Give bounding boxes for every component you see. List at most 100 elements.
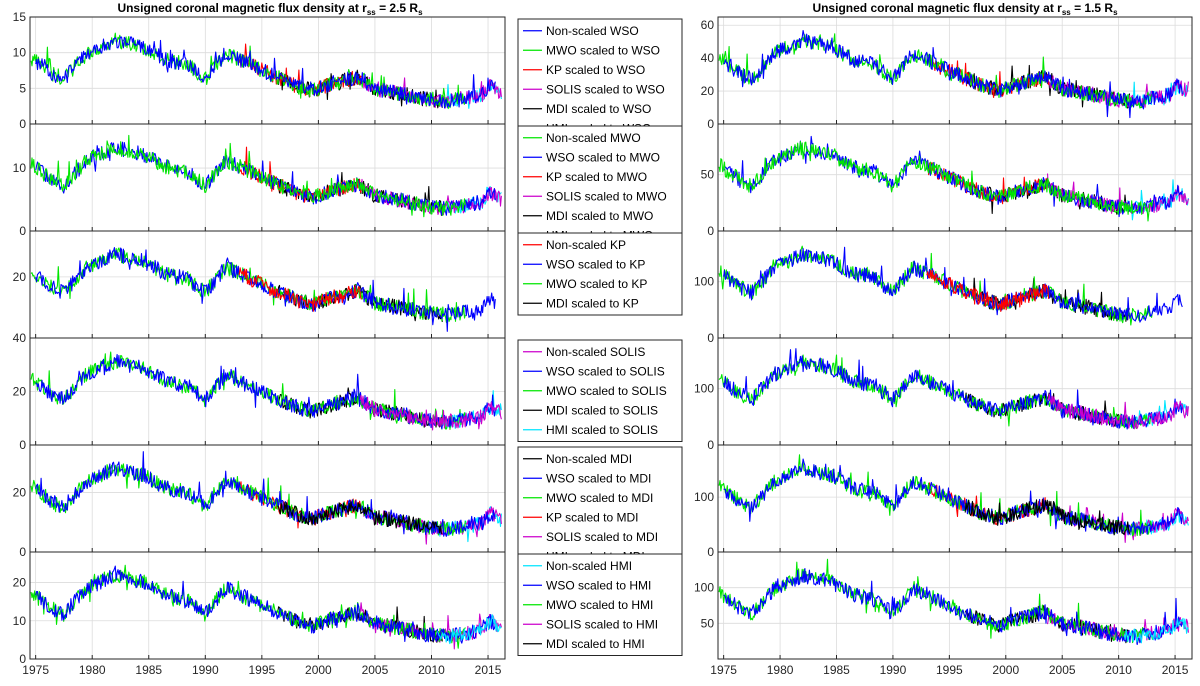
x-tick-label: 1975 [22, 663, 49, 677]
axes-left-wso: 0 5 10 15 [13, 10, 506, 131]
axes-frame [29, 551, 506, 660]
x-tick-label: 1975 [710, 663, 737, 677]
x-tick-label: 1990 [880, 663, 907, 677]
x-tick-label: 2015 [1162, 663, 1189, 677]
series-wso-left [35, 354, 496, 430]
legend-entry: SOLIS scaled to MWO [546, 189, 667, 203]
axes-left-solis: 0 20 40 [13, 331, 506, 452]
legend-entry: SOLIS scaled to MDI [546, 530, 658, 544]
series-wso-left [35, 247, 496, 332]
y-tick-label: 100 [694, 490, 714, 504]
legend-entry: MWO scaled to SOLIS [546, 384, 667, 398]
y-tick-label: 50 [701, 616, 715, 630]
y-tick-label: 0 [19, 545, 26, 559]
series-solis-right [1046, 75, 1189, 109]
series-hmi-right [1123, 617, 1189, 644]
x-tick-label: 2000 [305, 663, 332, 677]
y-tick-label: 0 [707, 438, 714, 452]
series-kp-left [238, 267, 362, 312]
legend-box [517, 18, 683, 141]
x-tick-label: 1990 [192, 663, 219, 677]
axes-right-hmi: 50 100 1975 1980 1985 1990 1995 2000 2005 2010 201… [694, 551, 1193, 677]
legend-entry: MWO scaled to WSO [546, 43, 660, 57]
y-tick-label: 100 [694, 382, 714, 396]
y-tick-label: 0 [707, 117, 714, 131]
x-tick-label: 2015 [475, 663, 502, 677]
y-tick-label: 5 [19, 81, 26, 95]
series-wso-right [723, 348, 1183, 430]
series-kp-right [926, 269, 1050, 312]
y-tick-label: 0 [707, 545, 714, 559]
y-tick-label: 40 [13, 331, 27, 345]
legend-kp: Non-scaled KP WSO scaled to KP MWO scaled … [517, 232, 683, 316]
x-tick-label: 1980 [767, 663, 794, 677]
y-tick-label: 20 [13, 576, 27, 590]
legend-entry: SOLIS scaled to WSO [546, 82, 665, 96]
y-tick-label: 20 [13, 270, 27, 284]
series-wso-left [35, 451, 496, 537]
legend-entry: KP scaled to MWO [546, 170, 647, 184]
legend-entry: Non-scaled WSO [546, 24, 639, 38]
legend-box [517, 553, 683, 656]
series-mdi-left [277, 501, 443, 535]
x-tick-label: 2005 [1049, 663, 1076, 677]
y-tick-label: 0 [707, 224, 714, 238]
legend-entry: Non-scaled MDI [546, 452, 632, 466]
left-panel-title: Unsigned coronal magnetic flux density a… [117, 1, 423, 17]
series-mwo-left [30, 564, 466, 649]
legend-wso: Non-scaled WSO MWO scaled to WSO KP scaled… [517, 18, 683, 141]
series-mwo-right [718, 245, 1154, 326]
legend-entry: MWO scaled to HMI [546, 598, 653, 612]
axes-right-kp: 0 100 [694, 230, 1193, 345]
legend-entry: MDI scaled to SOLIS [546, 403, 658, 417]
axes-right-solis: 0 100 [694, 337, 1193, 452]
legend-entry: WSO scaled to HMI [546, 578, 651, 592]
series-mwo-right [718, 354, 1153, 429]
y-tick-label: 40 [701, 51, 715, 65]
y-tick-label: 0 [19, 652, 26, 666]
legend-entry: KP scaled to MDI [546, 510, 638, 524]
y-tick-label: 0 [19, 117, 26, 131]
legend-box [517, 446, 683, 569]
legend-entry: WSO scaled to MWO [546, 150, 660, 164]
y-tick-label: 50 [701, 168, 715, 182]
series-wso-right [723, 568, 1183, 646]
x-tick-label: 1985 [135, 663, 162, 677]
y-tick-label: 100 [694, 581, 714, 595]
series-mwo-left [30, 351, 466, 430]
axes-frame [29, 230, 506, 339]
legend-entry: MWO scaled to KP [546, 277, 647, 291]
series-mwo-right [718, 558, 1154, 644]
x-tick-label: 2000 [992, 663, 1019, 677]
x-tick-label: 2010 [1105, 663, 1132, 677]
legend-entry: Non-scaled KP [546, 238, 626, 252]
y-tick-label: 20 [13, 486, 27, 500]
axes-left-hmi: 0 10 20 1975 1980 1985 1990 1995 2000 2005 2010 201… [13, 551, 506, 677]
x-tick-label: 2010 [418, 663, 445, 677]
axes-left-kp: 20 [13, 230, 506, 339]
y-tick-label: 10 [13, 161, 27, 175]
series-hmi-left [436, 81, 502, 109]
y-tick-label: 10 [13, 614, 27, 628]
series-mwo-right [718, 33, 1153, 109]
legend-box [517, 125, 683, 248]
axes-left-mdi: 0 20 [13, 444, 506, 559]
y-tick-label: 10 [13, 46, 27, 60]
y-tick-label: 20 [701, 84, 715, 98]
series-mdi-right [964, 499, 1131, 536]
y-tick-label: 0 [19, 438, 26, 452]
legend-entry: MWO scaled to MDI [546, 491, 653, 505]
y-tick-label: 15 [13, 10, 27, 24]
series-solis-left [359, 394, 502, 431]
legend-entry: Non-scaled SOLIS [546, 345, 645, 359]
legend-entry: WSO scaled to MDI [546, 471, 651, 485]
legend-box [517, 232, 683, 316]
legend-entry: KP scaled to WSO [546, 63, 645, 77]
legend-entry: HMI scaled to SOLIS [546, 423, 658, 437]
y-tick-label: 20 [13, 385, 27, 399]
legend-entry: WSO scaled to KP [546, 257, 645, 271]
legend-entry: MDI scaled to KP [546, 296, 639, 310]
legend-hmi: Non-scaled HMI WSO scaled to HMI MWO scale… [517, 553, 683, 656]
right-panel-title: Unsigned coronal magnetic flux density a… [812, 1, 1118, 17]
legend-mwo: Non-scaled MWO WSO scaled to MWO KP scaled… [517, 125, 683, 248]
